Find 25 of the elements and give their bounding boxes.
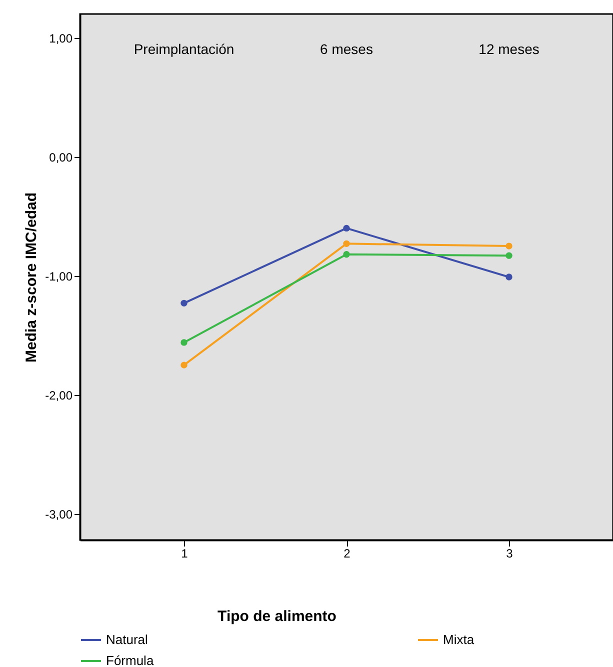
legend-title: Tipo de alimento (218, 608, 336, 625)
point (343, 224, 350, 232)
y-tick-label: -3,00 (45, 507, 73, 522)
y-tick-label: -1,00 (45, 269, 73, 284)
point (180, 339, 188, 346)
annotation: 12 meses (478, 41, 540, 57)
y-axis-title: Media z-score IMC/edad (23, 192, 40, 363)
point (343, 240, 350, 248)
x-tick-label: 1 (181, 546, 188, 560)
point (506, 252, 512, 259)
legend-label: Mixta (443, 632, 475, 647)
point (180, 362, 188, 368)
x-tick-label: 2 (344, 546, 351, 560)
annotation: 6 meses (320, 41, 373, 57)
point (180, 300, 188, 307)
y-tick-label: 1,00 (49, 31, 73, 46)
y-tick-label: -2,00 (45, 388, 73, 402)
y-tick-label: 0,00 (49, 150, 73, 164)
legend-label: Natural (106, 632, 148, 647)
point (343, 251, 350, 258)
x-tick-label: 3 (506, 546, 514, 560)
point (506, 242, 512, 250)
legend-label: Fórmula (106, 653, 154, 667)
annotation: Preimplantación (134, 41, 234, 57)
point (506, 274, 512, 280)
